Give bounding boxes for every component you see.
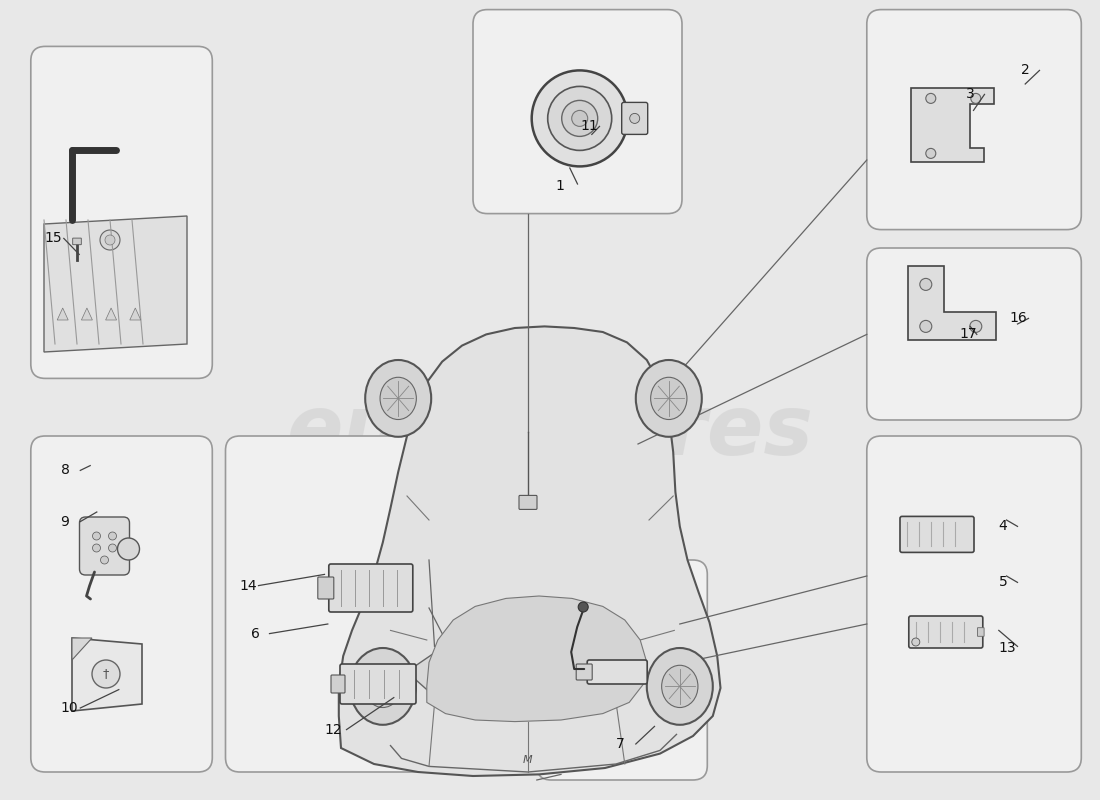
Text: 14: 14 bbox=[240, 578, 257, 593]
FancyBboxPatch shape bbox=[79, 517, 130, 575]
Ellipse shape bbox=[647, 648, 713, 725]
Text: 5: 5 bbox=[999, 575, 1008, 590]
Text: 4: 4 bbox=[999, 519, 1008, 534]
FancyBboxPatch shape bbox=[867, 10, 1081, 230]
Circle shape bbox=[118, 538, 140, 560]
FancyBboxPatch shape bbox=[331, 675, 345, 693]
Text: 11: 11 bbox=[581, 119, 598, 134]
FancyBboxPatch shape bbox=[978, 628, 984, 636]
Circle shape bbox=[579, 602, 588, 612]
Circle shape bbox=[926, 149, 936, 158]
Text: 9: 9 bbox=[60, 514, 69, 529]
Polygon shape bbox=[908, 266, 996, 340]
FancyBboxPatch shape bbox=[587, 660, 647, 684]
FancyBboxPatch shape bbox=[867, 436, 1081, 772]
Circle shape bbox=[629, 114, 640, 123]
Text: 13: 13 bbox=[999, 641, 1016, 655]
Ellipse shape bbox=[350, 648, 416, 725]
Circle shape bbox=[562, 100, 597, 136]
Circle shape bbox=[970, 320, 982, 332]
Circle shape bbox=[109, 532, 117, 540]
Ellipse shape bbox=[381, 378, 416, 419]
Polygon shape bbox=[57, 308, 68, 320]
Ellipse shape bbox=[661, 666, 697, 707]
Circle shape bbox=[572, 110, 587, 126]
Ellipse shape bbox=[651, 378, 686, 419]
FancyBboxPatch shape bbox=[31, 436, 212, 772]
Polygon shape bbox=[72, 638, 142, 711]
Text: M: M bbox=[524, 755, 532, 765]
FancyBboxPatch shape bbox=[900, 517, 974, 553]
Ellipse shape bbox=[636, 360, 702, 437]
FancyBboxPatch shape bbox=[537, 560, 707, 780]
Circle shape bbox=[109, 544, 117, 552]
Polygon shape bbox=[44, 216, 187, 352]
Text: 15: 15 bbox=[44, 231, 62, 246]
Text: 1: 1 bbox=[556, 178, 564, 193]
Polygon shape bbox=[130, 308, 141, 320]
Text: eurospares: eurospares bbox=[286, 391, 814, 473]
FancyBboxPatch shape bbox=[909, 616, 982, 648]
Circle shape bbox=[104, 235, 116, 245]
Text: 8: 8 bbox=[60, 463, 69, 478]
Polygon shape bbox=[427, 596, 647, 722]
Text: 17: 17 bbox=[959, 327, 977, 342]
Text: 3: 3 bbox=[966, 87, 975, 102]
FancyBboxPatch shape bbox=[318, 577, 333, 599]
Circle shape bbox=[92, 532, 100, 540]
Ellipse shape bbox=[365, 360, 431, 437]
Circle shape bbox=[920, 278, 932, 290]
FancyBboxPatch shape bbox=[340, 664, 416, 704]
Circle shape bbox=[920, 320, 932, 332]
Circle shape bbox=[912, 638, 920, 646]
FancyBboxPatch shape bbox=[73, 238, 81, 245]
Text: 2: 2 bbox=[1021, 63, 1030, 78]
Polygon shape bbox=[339, 326, 720, 776]
Ellipse shape bbox=[364, 666, 400, 707]
Text: 10: 10 bbox=[60, 701, 78, 715]
Text: †: † bbox=[102, 667, 109, 681]
Text: 7: 7 bbox=[616, 737, 625, 751]
Text: 16: 16 bbox=[1010, 311, 1027, 326]
Polygon shape bbox=[407, 622, 629, 704]
Polygon shape bbox=[106, 308, 117, 320]
Circle shape bbox=[100, 556, 109, 564]
Circle shape bbox=[92, 660, 120, 688]
Circle shape bbox=[926, 94, 936, 103]
FancyBboxPatch shape bbox=[473, 10, 682, 214]
FancyBboxPatch shape bbox=[519, 495, 537, 510]
FancyBboxPatch shape bbox=[621, 102, 648, 134]
FancyBboxPatch shape bbox=[576, 664, 592, 680]
FancyBboxPatch shape bbox=[31, 46, 212, 378]
Polygon shape bbox=[81, 308, 92, 320]
Circle shape bbox=[971, 94, 981, 103]
Circle shape bbox=[548, 86, 612, 150]
FancyBboxPatch shape bbox=[867, 248, 1081, 420]
Text: 6: 6 bbox=[251, 626, 260, 641]
Circle shape bbox=[92, 544, 100, 552]
Polygon shape bbox=[911, 88, 993, 162]
Circle shape bbox=[531, 70, 628, 166]
Text: 12: 12 bbox=[324, 722, 342, 737]
FancyBboxPatch shape bbox=[329, 564, 412, 612]
Polygon shape bbox=[72, 638, 92, 660]
Circle shape bbox=[100, 230, 120, 250]
FancyBboxPatch shape bbox=[226, 436, 429, 772]
